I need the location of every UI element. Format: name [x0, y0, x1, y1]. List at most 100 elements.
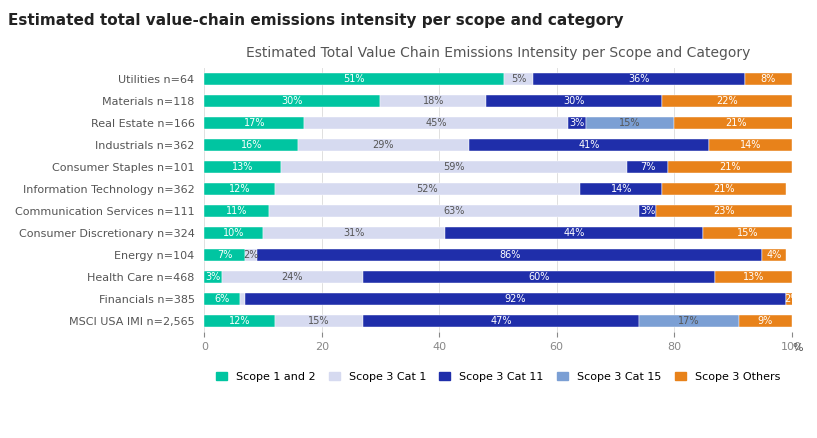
Text: 13%: 13% — [743, 272, 764, 283]
Text: 14%: 14% — [610, 184, 632, 194]
Text: 11%: 11% — [226, 206, 248, 216]
Bar — [281, 161, 627, 173]
Bar — [298, 139, 469, 151]
Text: 13%: 13% — [232, 162, 253, 172]
Text: 29%: 29% — [373, 140, 394, 150]
Text: 3%: 3% — [640, 206, 655, 216]
Text: 44%: 44% — [564, 228, 585, 238]
Bar — [534, 73, 744, 85]
Bar — [739, 315, 792, 328]
Bar — [204, 293, 239, 305]
Text: 15%: 15% — [619, 118, 641, 128]
Text: 63%: 63% — [443, 206, 465, 216]
Bar — [363, 271, 715, 283]
Text: 6%: 6% — [214, 294, 230, 304]
Text: 16%: 16% — [241, 140, 262, 150]
Bar — [204, 205, 269, 217]
Bar — [204, 271, 222, 283]
Text: 2%: 2% — [784, 294, 799, 304]
Text: 21%: 21% — [719, 162, 740, 172]
X-axis label: %: % — [792, 343, 802, 353]
Text: 14%: 14% — [739, 140, 761, 150]
Bar — [275, 183, 580, 195]
Bar — [304, 117, 569, 129]
Text: 31%: 31% — [343, 228, 364, 238]
Text: 15%: 15% — [737, 228, 758, 238]
Text: 24%: 24% — [282, 272, 303, 283]
Bar — [204, 227, 263, 239]
Text: 10%: 10% — [223, 228, 244, 238]
Text: 2%: 2% — [243, 250, 259, 260]
Bar — [569, 117, 586, 129]
Bar — [486, 95, 663, 107]
Bar — [222, 271, 363, 283]
Text: 21%: 21% — [713, 184, 734, 194]
Bar — [744, 73, 792, 85]
Bar — [668, 161, 792, 173]
Bar — [663, 183, 786, 195]
Text: 5%: 5% — [511, 74, 526, 84]
Bar — [263, 227, 445, 239]
Text: 4%: 4% — [766, 250, 782, 260]
Text: 47%: 47% — [490, 316, 511, 326]
Bar — [663, 95, 792, 107]
Text: 18%: 18% — [422, 96, 444, 106]
Bar — [204, 117, 304, 129]
Bar — [204, 315, 275, 328]
Bar — [245, 293, 786, 305]
Text: 30%: 30% — [564, 96, 585, 106]
Bar — [674, 117, 797, 129]
Bar — [269, 205, 639, 217]
Text: 3%: 3% — [206, 272, 221, 283]
Bar — [786, 293, 797, 305]
Bar — [204, 249, 245, 261]
Text: 22%: 22% — [717, 96, 738, 106]
Bar — [639, 315, 739, 328]
Bar — [715, 271, 792, 283]
Bar — [639, 205, 656, 217]
Title: Estimated Total Value Chain Emissions Intensity per Scope and Category: Estimated Total Value Chain Emissions In… — [246, 46, 750, 60]
Bar — [275, 315, 363, 328]
Legend: Scope 1 and 2, Scope 3 Cat 1, Scope 3 Cat 11, Scope 3 Cat 15, Scope 3 Others: Scope 1 and 2, Scope 3 Cat 1, Scope 3 Ca… — [212, 368, 784, 385]
Bar — [709, 139, 792, 151]
Text: 12%: 12% — [229, 184, 250, 194]
Text: 30%: 30% — [282, 96, 303, 106]
Text: 59%: 59% — [443, 162, 465, 172]
Text: Estimated total value-chain emissions intensity per scope and category: Estimated total value-chain emissions in… — [8, 13, 624, 28]
Text: 51%: 51% — [343, 74, 365, 84]
Text: 45%: 45% — [426, 118, 447, 128]
Text: 3%: 3% — [569, 118, 585, 128]
Text: 23%: 23% — [713, 206, 734, 216]
Bar — [504, 73, 534, 85]
Bar — [445, 227, 703, 239]
Bar — [204, 183, 275, 195]
Text: 8%: 8% — [761, 74, 775, 84]
Text: 15%: 15% — [308, 316, 329, 326]
Text: 17%: 17% — [243, 118, 265, 128]
Bar — [363, 315, 639, 328]
Text: 7%: 7% — [640, 162, 655, 172]
Bar — [204, 161, 281, 173]
Bar — [703, 227, 792, 239]
Bar — [239, 293, 245, 305]
Text: 21%: 21% — [725, 118, 747, 128]
Bar — [627, 161, 668, 173]
Bar — [204, 95, 381, 107]
Bar — [469, 139, 709, 151]
Bar — [204, 139, 298, 151]
Text: 60%: 60% — [529, 272, 550, 283]
Bar — [580, 183, 663, 195]
Bar — [204, 73, 504, 85]
Text: 12%: 12% — [229, 316, 250, 326]
Text: 52%: 52% — [417, 184, 438, 194]
Bar — [656, 205, 792, 217]
Text: 17%: 17% — [678, 316, 699, 326]
Bar — [762, 249, 786, 261]
Bar — [586, 117, 674, 129]
Bar — [257, 249, 762, 261]
Text: 7%: 7% — [217, 250, 233, 260]
Text: 36%: 36% — [628, 74, 650, 84]
Text: 92%: 92% — [505, 294, 526, 304]
Text: 41%: 41% — [578, 140, 600, 150]
Bar — [381, 95, 486, 107]
